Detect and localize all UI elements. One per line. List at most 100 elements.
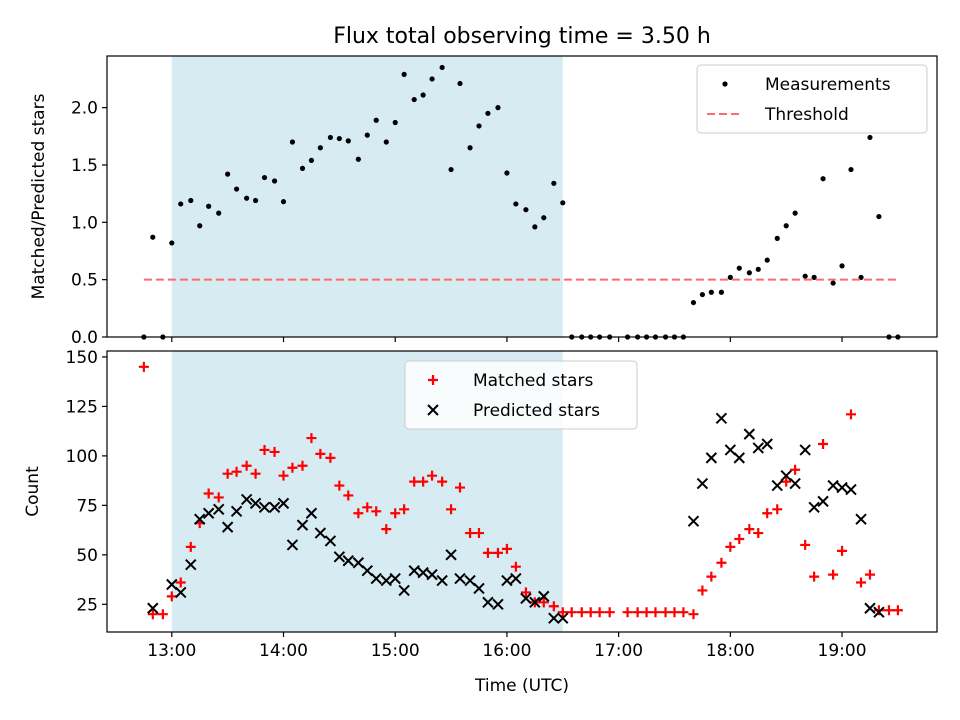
measurement-point: [802, 273, 808, 279]
x-axis-label: Time (UTC): [474, 676, 569, 696]
predicted-star-point: [342, 555, 354, 567]
predicted-star-point: [743, 428, 756, 440]
measurement-point: [178, 201, 184, 207]
legend-dot-icon: [722, 81, 728, 87]
predicted-star-point: [417, 566, 429, 579]
matched-star-point: [362, 502, 373, 513]
matched-star-point: [203, 488, 214, 499]
matched-star-point: [883, 605, 894, 616]
matched-star-point: [306, 433, 317, 444]
legend: Measurements Threshold: [696, 64, 928, 134]
matched-star-point: [856, 577, 867, 588]
legend-cross-icon: [427, 404, 439, 416]
matched-star-point: [138, 361, 149, 372]
matched-star-point: [287, 462, 298, 473]
predicted-star-point: [501, 574, 513, 587]
x-tick-label: 18:00: [706, 641, 755, 661]
measurement-point: [169, 240, 175, 246]
predicted-star-point: [492, 598, 504, 611]
measurement-point: [764, 257, 770, 263]
plot-frame: [106, 350, 938, 633]
measurement-point: [364, 132, 370, 138]
measurement-point: [774, 235, 780, 241]
matched-star-point: [473, 528, 484, 539]
matched-star-point: [343, 490, 354, 501]
measurement-point: [485, 110, 491, 116]
matched-star-point: [455, 482, 466, 493]
matched-star-point: [716, 557, 727, 568]
predicted-star-point: [380, 574, 392, 587]
measurement-point: [523, 207, 529, 213]
matched-star-point: [446, 504, 457, 515]
predicted-star-point: [389, 572, 401, 585]
measurement-point: [551, 180, 557, 186]
predicted-star-point: [789, 477, 801, 490]
measurement-point: [308, 157, 315, 163]
measurement-point: [690, 299, 697, 306]
matched-star-point: [482, 547, 493, 558]
matched-star-point: [790, 464, 801, 475]
predicted-star-point: [166, 578, 178, 591]
x-tick-label: 16:00: [482, 641, 531, 661]
measurement-point: [150, 234, 156, 240]
predicted-star-point: [147, 602, 159, 614]
matched-star-point: [166, 591, 177, 602]
predicted-star-point: [696, 477, 709, 490]
x-tick-label: 19:00: [818, 641, 867, 661]
matched-star-point: [818, 439, 829, 450]
matched-star-point: [864, 569, 875, 580]
measurement-point: [783, 223, 789, 229]
predicted-star-point: [249, 497, 262, 510]
measurement-point: [197, 223, 203, 229]
top-panel: 0.0 0.5 1.0 1.5 2.0 Matched/Predicted stars Me…: [29, 55, 938, 348]
legend-label: Predicted stars: [473, 401, 600, 421]
predicted-star-point: [687, 515, 700, 527]
predicted-star-point: [873, 606, 885, 618]
observing-window-span: [171, 56, 563, 337]
predicted-star-point: [361, 564, 373, 577]
matched-star-point: [353, 508, 364, 519]
matched-star-point: [809, 571, 820, 582]
matched-star-point: [622, 607, 633, 618]
y-tick-label: 1.5: [71, 156, 98, 176]
measurement-point: [336, 135, 342, 142]
matched-star-point: [688, 609, 699, 620]
measurement-point: [541, 215, 547, 221]
predicted-star-point: [454, 572, 466, 585]
measurement-point: [467, 145, 473, 151]
predicted-star-point: [370, 572, 382, 585]
predicted-star-point: [464, 574, 476, 587]
predicted-star-point: [258, 501, 271, 514]
predicted-star-point: [202, 507, 215, 519]
measurement-point: [327, 134, 334, 141]
predicted-star-point: [240, 493, 253, 506]
predicted-star-point: [305, 507, 318, 519]
predicted-star-point: [780, 469, 792, 482]
predicted-star-point: [548, 612, 560, 624]
matched-star-point: [800, 539, 811, 550]
predicted-star-point: [799, 444, 811, 456]
legend-box: [404, 360, 638, 430]
y-tick-label: 75: [76, 496, 98, 516]
series-predicted-stars: [147, 412, 885, 624]
predicted-star-point: [529, 596, 541, 609]
predicted-star-point: [482, 596, 494, 609]
measurement-point: [867, 134, 873, 141]
predicted-star-point: [398, 584, 410, 597]
measurement-point: [225, 171, 231, 177]
matched-star-point: [753, 528, 764, 539]
matched-star-point: [604, 607, 615, 618]
predicted-star-point: [827, 479, 839, 492]
measurement-point: [373, 117, 379, 123]
measurement-point: [699, 291, 706, 298]
measurement-point: [848, 166, 854, 173]
matched-star-point: [147, 609, 158, 620]
predicted-star-point: [538, 590, 550, 603]
y-axis-label: Matched/Predicted stars: [29, 93, 49, 299]
measurement-point: [736, 265, 742, 271]
predicted-star-point: [352, 557, 365, 569]
predicted-star-point: [855, 513, 867, 525]
matched-star-point: [437, 476, 448, 487]
predicted-star-point: [715, 412, 728, 424]
